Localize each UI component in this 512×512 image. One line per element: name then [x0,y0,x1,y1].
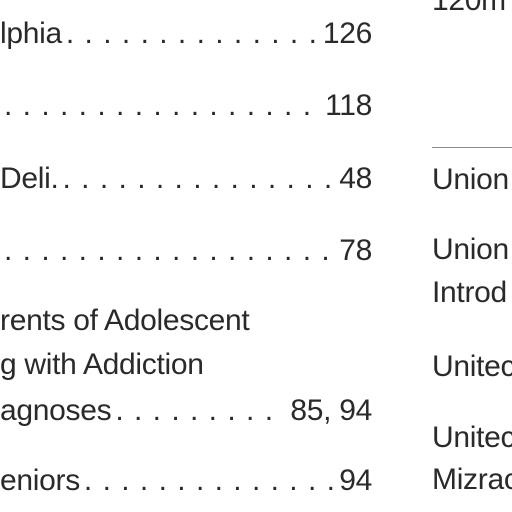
index-entry: 78 [0,233,372,269]
index-entry: eniors 94 [0,463,372,499]
leader-dots [66,16,319,52]
index-term: lphia [0,17,62,50]
page-numbers: 126 [322,17,372,50]
right-entry-line: Introd [432,276,507,309]
right-entry-line: Union [432,233,509,266]
index-term: agnoses [0,394,112,427]
leader-dots [115,393,286,429]
leader-dots [4,233,335,269]
index-entry: agnoses 85, 94 [0,393,372,429]
page-numbers: 94 [339,464,372,497]
page-numbers: 48 [339,162,372,195]
column-rule [432,147,512,148]
index-entry: Deli. 48 [0,161,372,197]
page-numbers: 78 [339,234,372,267]
index-entry: 118 [0,88,372,124]
right-entry-line: Union [432,163,509,196]
page-numbers: 85, 94 [290,394,372,427]
index-term: eniors [0,464,80,497]
right-entry-line: Mizrac [432,463,512,496]
index-term-line: rents of Adolescent [0,304,250,337]
leader-dots [4,88,321,124]
leader-dots [84,463,335,499]
right-entry-line: Unitec [432,421,512,454]
index-term-line: g with Addiction [0,348,204,381]
leader-dots [63,161,336,197]
right-top-fragment: 120m [432,0,506,17]
index-entry: lphia 126 [0,16,372,52]
right-entry-line: Unitec [432,350,512,383]
index-term: Deli. [0,162,59,195]
page-numbers: 118 [325,89,372,122]
